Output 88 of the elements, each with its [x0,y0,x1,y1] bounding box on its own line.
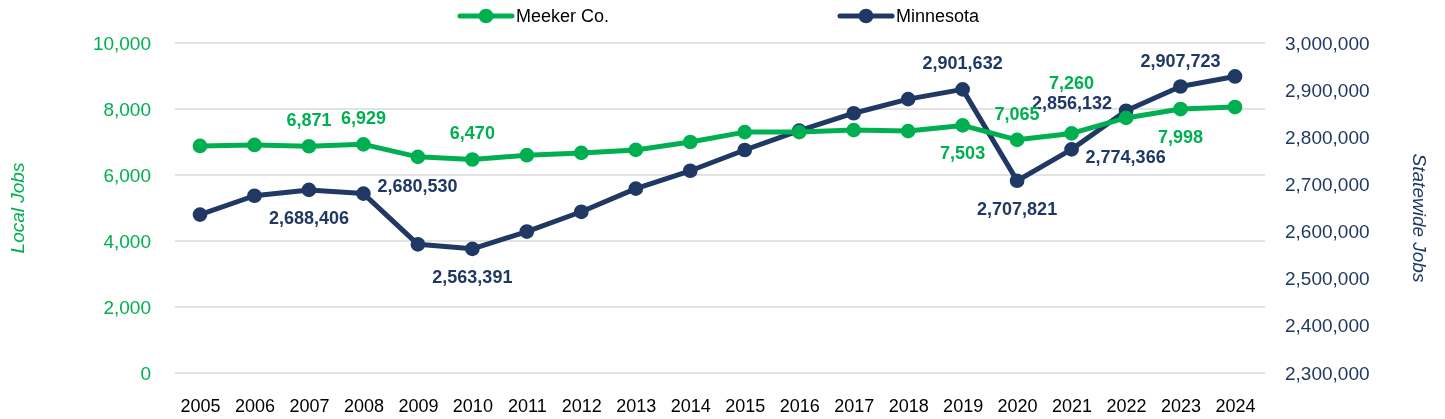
point [410,236,426,252]
data-label: 2,901,632 [922,53,1003,74]
data-label: 2,774,366 [1085,147,1166,168]
x-tick-label: 2006 [234,395,275,416]
point [737,124,753,140]
x-tick-label: 2024 [1215,395,1256,416]
y2-tick-label: 2,500,000 [1285,268,1370,290]
x-tick-label: 2021 [1052,395,1093,416]
y-tick-label: 2,000 [103,296,151,318]
point [737,142,753,158]
x-tick-label: 2014 [670,395,711,416]
x-tick-label: 2023 [1161,395,1202,416]
y2-axis-title: Statewide Jobs [1409,153,1430,283]
data-label: 6,871 [286,110,332,131]
point [519,147,535,163]
x-tick-label: 2018 [888,395,929,416]
point [955,82,970,97]
y-tick-label: 0 [140,362,151,384]
y-tick-label: 6,000 [103,164,151,186]
x-tick-label: 2012 [561,395,602,416]
data-label: 2,688,406 [268,207,349,228]
point [1009,132,1025,148]
point [628,181,644,197]
x-tick-label: 2011 [507,395,547,416]
data-label: 7,260 [1049,73,1095,94]
point [301,182,317,198]
point [573,204,589,220]
data-label: 7,998 [1158,127,1204,148]
point [1227,69,1243,84]
data-label: 6,929 [340,108,386,129]
point [628,142,644,158]
x-tick-label: 2017 [834,395,875,416]
data-label: 2,707,821 [977,198,1058,219]
point [192,138,208,154]
y2-tick-label: 2,400,000 [1285,315,1370,337]
y2-tick-label: 3,000,000 [1285,32,1370,54]
x-tick-label: 2009 [398,395,439,416]
point [519,224,535,239]
point [682,163,698,179]
x-tick-label: 2016 [779,395,820,416]
point [955,118,970,133]
point [1173,79,1188,94]
x-tick-label: 2010 [452,395,493,416]
point [356,186,371,201]
legend-label: Minnesota [896,6,981,26]
data-label: 2,907,723 [1140,50,1221,71]
x-tick-label: 2005 [180,395,221,416]
point [846,122,862,138]
point [247,188,262,204]
data-label: 6,470 [449,123,495,144]
y2-tick-label: 2,600,000 [1285,221,1370,243]
data-label: 2,563,391 [432,266,513,287]
x-tick-label: 2015 [725,395,766,416]
point [900,123,916,139]
data-label: 7,503 [940,143,986,164]
point [846,105,862,121]
y2-tick-label: 2,300,000 [1285,362,1370,384]
point [1227,99,1243,115]
point [573,145,589,161]
point [192,207,208,222]
y2-tick-label: 2,700,000 [1285,174,1370,196]
x-tick-label: 2019 [943,395,984,416]
point [1118,110,1134,126]
point [465,241,480,257]
y-tick-label: 10,000 [92,32,151,54]
point [682,134,698,150]
point [247,137,262,153]
x-tick-label: 2008 [343,395,384,416]
x-tick-label: 2013 [616,395,657,416]
x-tick-label: 2020 [997,395,1038,416]
point [1173,101,1188,117]
point [356,137,371,152]
legend-label: Meeker Co. [516,6,610,26]
point [1064,126,1079,141]
x-tick-label: 2022 [1106,395,1147,416]
point [900,91,916,107]
point [465,152,480,167]
x-tick-label: 2007 [289,395,330,416]
data-label: 2,680,530 [377,175,458,196]
point [410,149,426,165]
point [1064,142,1079,157]
point [1009,173,1025,189]
y2-tick-label: 2,800,000 [1285,126,1370,148]
y-tick-label: 8,000 [103,98,151,120]
y2-tick-label: 2,900,000 [1285,79,1370,101]
y-tick-label: 4,000 [103,230,151,252]
point [301,138,317,154]
y-axis-title: Local Jobs [7,162,28,254]
